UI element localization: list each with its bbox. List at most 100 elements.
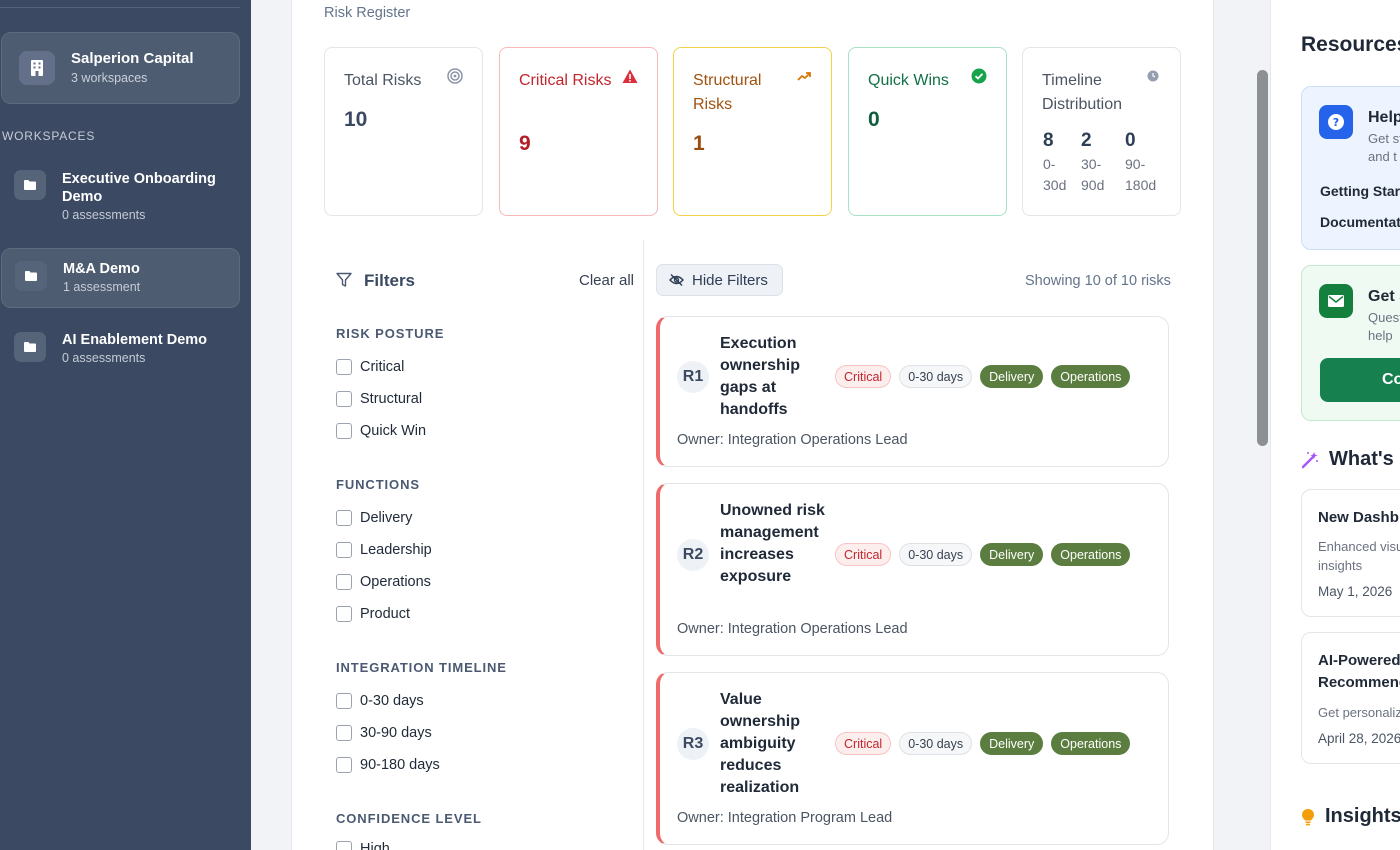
timeline-label: 90-180d	[1125, 156, 1157, 193]
function-tag: Operations	[1051, 732, 1131, 755]
checkbox[interactable]	[336, 841, 352, 850]
filter-option-high[interactable]: High	[336, 841, 390, 850]
filter-icon	[336, 272, 352, 293]
checkbox[interactable]	[336, 542, 352, 558]
risk-card[interactable]: R3 Value ownership ambiguity reduces rea…	[656, 672, 1169, 845]
help-sub-line: Get st	[1368, 131, 1400, 146]
checkbox[interactable]	[336, 510, 352, 526]
risk-title: Execution ownership gaps at handoffs	[720, 335, 801, 418]
timeline-col-30-90: 2 30-90d	[1081, 130, 1107, 196]
org-switcher[interactable]: Salperion Capital 3 workspaces	[1, 32, 240, 104]
risk-title: Unowned risk management increases exposu…	[720, 502, 825, 585]
scrollbar-thumb[interactable]	[1257, 70, 1268, 446]
filter-option-delivery[interactable]: Delivery	[336, 510, 412, 526]
breadcrumb[interactable]: Risk Register	[324, 5, 411, 21]
resources-panel: Resources ? Help Get st and t Getting St…	[1270, 0, 1400, 850]
stat-label: Total Risks	[344, 72, 422, 89]
news-card[interactable]: New Dashb Enhanced visu insights May 1, …	[1301, 489, 1400, 617]
checkbox[interactable]	[336, 725, 352, 741]
risk-tags: Critical 0-30 days Delivery Operations	[835, 732, 1131, 755]
checkbox[interactable]	[336, 757, 352, 773]
folder-icon	[15, 261, 47, 291]
timeline-label: 0-30d	[1043, 156, 1067, 193]
documentation-link[interactable]: Documentat	[1320, 214, 1400, 230]
filter-option-label: Critical	[360, 359, 405, 375]
filter-section-confidence-level: CONFIDENCE LEVEL	[336, 811, 482, 826]
contact-support-button[interactable]: Co	[1320, 358, 1400, 402]
filter-option-label: 0-30 days	[360, 693, 424, 709]
filter-option-30-90-days[interactable]: 30-90 days	[336, 725, 432, 741]
insights-label: Insights	[1325, 805, 1400, 827]
risk-id-badge: R3	[677, 728, 709, 760]
posture-tag: Critical	[835, 732, 892, 755]
filter-section-integration-timeline: INTEGRATION TIMELINE	[336, 660, 507, 675]
news-title: Recommend	[1318, 674, 1400, 691]
hide-filters-label: Hide Filters	[692, 271, 768, 289]
risk-card[interactable]: R1 Execution ownership gaps at handoffs …	[656, 316, 1169, 467]
lightbulb-icon	[1301, 808, 1315, 826]
check-circle-icon	[971, 68, 987, 84]
filter-option-0-30-days[interactable]: 0-30 days	[336, 693, 424, 709]
filter-option-product[interactable]: Product	[336, 606, 410, 622]
function-tag: Operations	[1051, 365, 1131, 388]
trending-up-icon	[796, 68, 812, 84]
workspace-name: M&A Demo	[63, 261, 140, 277]
checkbox[interactable]	[336, 606, 352, 622]
workspace-item-ai-enablement[interactable]: AI Enablement Demo 0 assessments	[1, 320, 240, 380]
news-title: AI-Powered	[1318, 652, 1400, 669]
filter-option-label: Leadership	[360, 542, 432, 558]
resources-title: Resources	[1301, 33, 1400, 56]
hide-filters-button[interactable]: Hide Filters	[656, 264, 783, 296]
filter-option-label: Product	[360, 606, 410, 622]
workspace-item-ma-demo[interactable]: M&A Demo 1 assessment	[1, 248, 240, 308]
filter-option-leadership[interactable]: Leadership	[336, 542, 432, 558]
news-card[interactable]: AI-Powered Recommend Get personaliz Apri…	[1301, 632, 1400, 764]
function-tag: Operations	[1051, 543, 1131, 566]
support-sub-line: Quest	[1368, 310, 1400, 325]
news-title: New Dashb	[1318, 509, 1399, 526]
filter-option-operations[interactable]: Operations	[336, 574, 431, 590]
risk-id-badge: R1	[677, 361, 709, 393]
scrollbar[interactable]	[1256, 0, 1270, 850]
filters-title: Filters	[364, 271, 416, 290]
filter-option-90-180-days[interactable]: 90-180 days	[336, 757, 440, 773]
function-tag: Delivery	[980, 543, 1044, 566]
clear-all-button[interactable]: Clear all	[579, 272, 635, 289]
stat-card-structural: Structural Risks 1	[673, 47, 832, 216]
whats-new-heading: What's N	[1301, 448, 1400, 471]
building-icon	[19, 51, 55, 85]
filter-option-structural[interactable]: Structural	[336, 391, 422, 407]
filter-option-quick-win[interactable]: Quick Win	[336, 423, 426, 439]
filter-option-label: Structural	[360, 391, 423, 407]
stat-label: Structural Risks	[693, 72, 762, 113]
mail-icon	[1319, 284, 1353, 318]
help-card[interactable]: ? Help Get st and t Getting Star Documen…	[1301, 86, 1400, 250]
checkbox[interactable]	[336, 359, 352, 375]
filter-section-risk-posture: RISK POSTURE	[336, 326, 445, 341]
risk-card[interactable]: R2 Unowned risk management increases exp…	[656, 483, 1169, 656]
support-title: Get S	[1368, 288, 1400, 305]
stat-label: Timeline Distribution	[1042, 72, 1123, 113]
function-tag: Delivery	[980, 365, 1044, 388]
timeline-tag: 0-30 days	[899, 365, 973, 388]
risk-title: Value ownership ambiguity reduces realiz…	[720, 691, 801, 796]
filter-option-critical[interactable]: Critical	[336, 359, 404, 375]
function-tag: Delivery	[980, 732, 1044, 755]
checkbox[interactable]	[336, 693, 352, 709]
timeline-col-0-30: 8 0-30d	[1043, 130, 1067, 196]
filter-option-label: High	[360, 841, 390, 850]
filters-divider	[643, 240, 644, 850]
timeline-col-90-180: 0 90-180d	[1125, 130, 1159, 196]
checkbox[interactable]	[336, 423, 352, 439]
timeline-tag: 0-30 days	[899, 732, 973, 755]
risk-owner: Owner: Integration Operations Lead	[677, 432, 908, 448]
getting-started-link[interactable]: Getting Star	[1320, 183, 1400, 199]
workspace-item-executive-onboarding[interactable]: Executive Onboarding Demo 0 assessments	[1, 160, 240, 226]
risk-tags: Critical 0-30 days Delivery Operations	[835, 365, 1131, 388]
checkbox[interactable]	[336, 391, 352, 407]
stat-value: 1	[693, 132, 705, 155]
timeline-label: 30-90d	[1081, 156, 1105, 193]
filter-option-label: 90-180 days	[360, 757, 440, 773]
checkbox[interactable]	[336, 574, 352, 590]
sidebar-divider	[0, 7, 240, 8]
